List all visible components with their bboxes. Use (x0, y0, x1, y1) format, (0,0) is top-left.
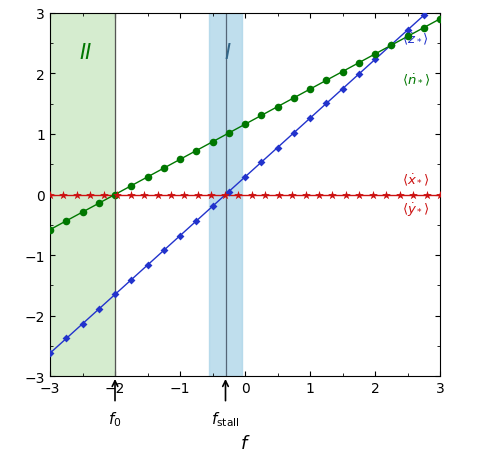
Point (436, 16, 444, 23)
Point (241, 174, 249, 181)
Point (315, 191, 323, 199)
Point (208, 139, 216, 146)
Point (144, 262, 152, 269)
Point (225, 130, 233, 137)
Text: $\langle \dot{z}_*\rangle$: $\langle \dot{z}_*\rangle$ (402, 31, 429, 47)
Point (356, 191, 364, 199)
Point (371, 56, 379, 64)
Point (194, 191, 202, 199)
Point (167, 191, 175, 199)
Point (322, 101, 330, 108)
Point (290, 130, 298, 137)
Point (274, 104, 281, 111)
Bar (209, 14, 242, 376)
Point (154, 191, 162, 199)
Point (127, 183, 135, 190)
Point (111, 291, 119, 298)
Point (234, 191, 242, 199)
Point (111, 191, 119, 199)
Point (78, 320, 86, 328)
Text: II: II (79, 43, 92, 63)
Point (355, 71, 363, 78)
Point (420, 13, 428, 20)
Point (86, 191, 94, 199)
Point (160, 247, 168, 254)
Point (95, 306, 103, 313)
Point (46, 350, 54, 357)
Point (274, 191, 282, 199)
Point (62, 335, 70, 342)
Point (221, 191, 229, 199)
Point (160, 165, 168, 173)
Point (127, 276, 135, 284)
Point (382, 191, 390, 199)
Text: $f_{\rm stall}$: $f_{\rm stall}$ (211, 409, 240, 428)
Point (46, 191, 54, 199)
Point (62, 218, 70, 225)
Point (338, 86, 346, 93)
X-axis label: $f$: $f$ (240, 434, 250, 452)
Point (144, 174, 152, 181)
Point (369, 191, 377, 199)
Point (126, 191, 134, 199)
Point (274, 145, 281, 152)
Bar (50, 14, 115, 376)
Point (241, 121, 249, 129)
Point (302, 191, 310, 199)
Text: $\langle \dot{x}_*\rangle$: $\langle \dot{x}_*\rangle$ (402, 172, 430, 188)
Text: $f_0$: $f_0$ (108, 409, 122, 428)
Point (192, 218, 200, 225)
Point (100, 191, 108, 199)
Point (257, 112, 265, 120)
Point (355, 60, 363, 67)
Point (387, 42, 395, 50)
Point (420, 25, 428, 32)
Point (46, 226, 54, 234)
Point (180, 191, 188, 199)
Point (396, 191, 404, 199)
Point (290, 95, 298, 102)
Point (328, 191, 336, 199)
Point (342, 191, 350, 199)
Point (338, 69, 346, 76)
Text: $\langle \dot{y}_*\rangle$: $\langle \dot{y}_*\rangle$ (402, 202, 430, 219)
Point (436, 0, 444, 6)
Point (371, 51, 379, 59)
Point (387, 42, 395, 49)
Point (422, 191, 430, 199)
Point (208, 203, 216, 211)
Point (176, 157, 184, 164)
Point (306, 86, 314, 94)
Point (113, 191, 121, 199)
Point (225, 189, 233, 196)
Point (95, 200, 103, 207)
Point (176, 233, 184, 240)
Point (436, 191, 444, 199)
Point (60, 191, 68, 199)
Point (140, 191, 148, 199)
Point (248, 191, 256, 199)
Point (192, 148, 200, 155)
Point (261, 191, 269, 199)
Point (288, 191, 296, 199)
Point (257, 159, 265, 167)
Point (73, 191, 81, 199)
Point (404, 34, 411, 41)
Point (208, 191, 216, 199)
Point (306, 115, 314, 123)
Text: $\langle \dot{n}_*\rangle$: $\langle \dot{n}_*\rangle$ (402, 73, 430, 88)
Point (409, 191, 417, 199)
Point (322, 78, 330, 85)
Point (404, 28, 411, 35)
Point (78, 209, 86, 216)
Text: I: I (224, 43, 230, 63)
